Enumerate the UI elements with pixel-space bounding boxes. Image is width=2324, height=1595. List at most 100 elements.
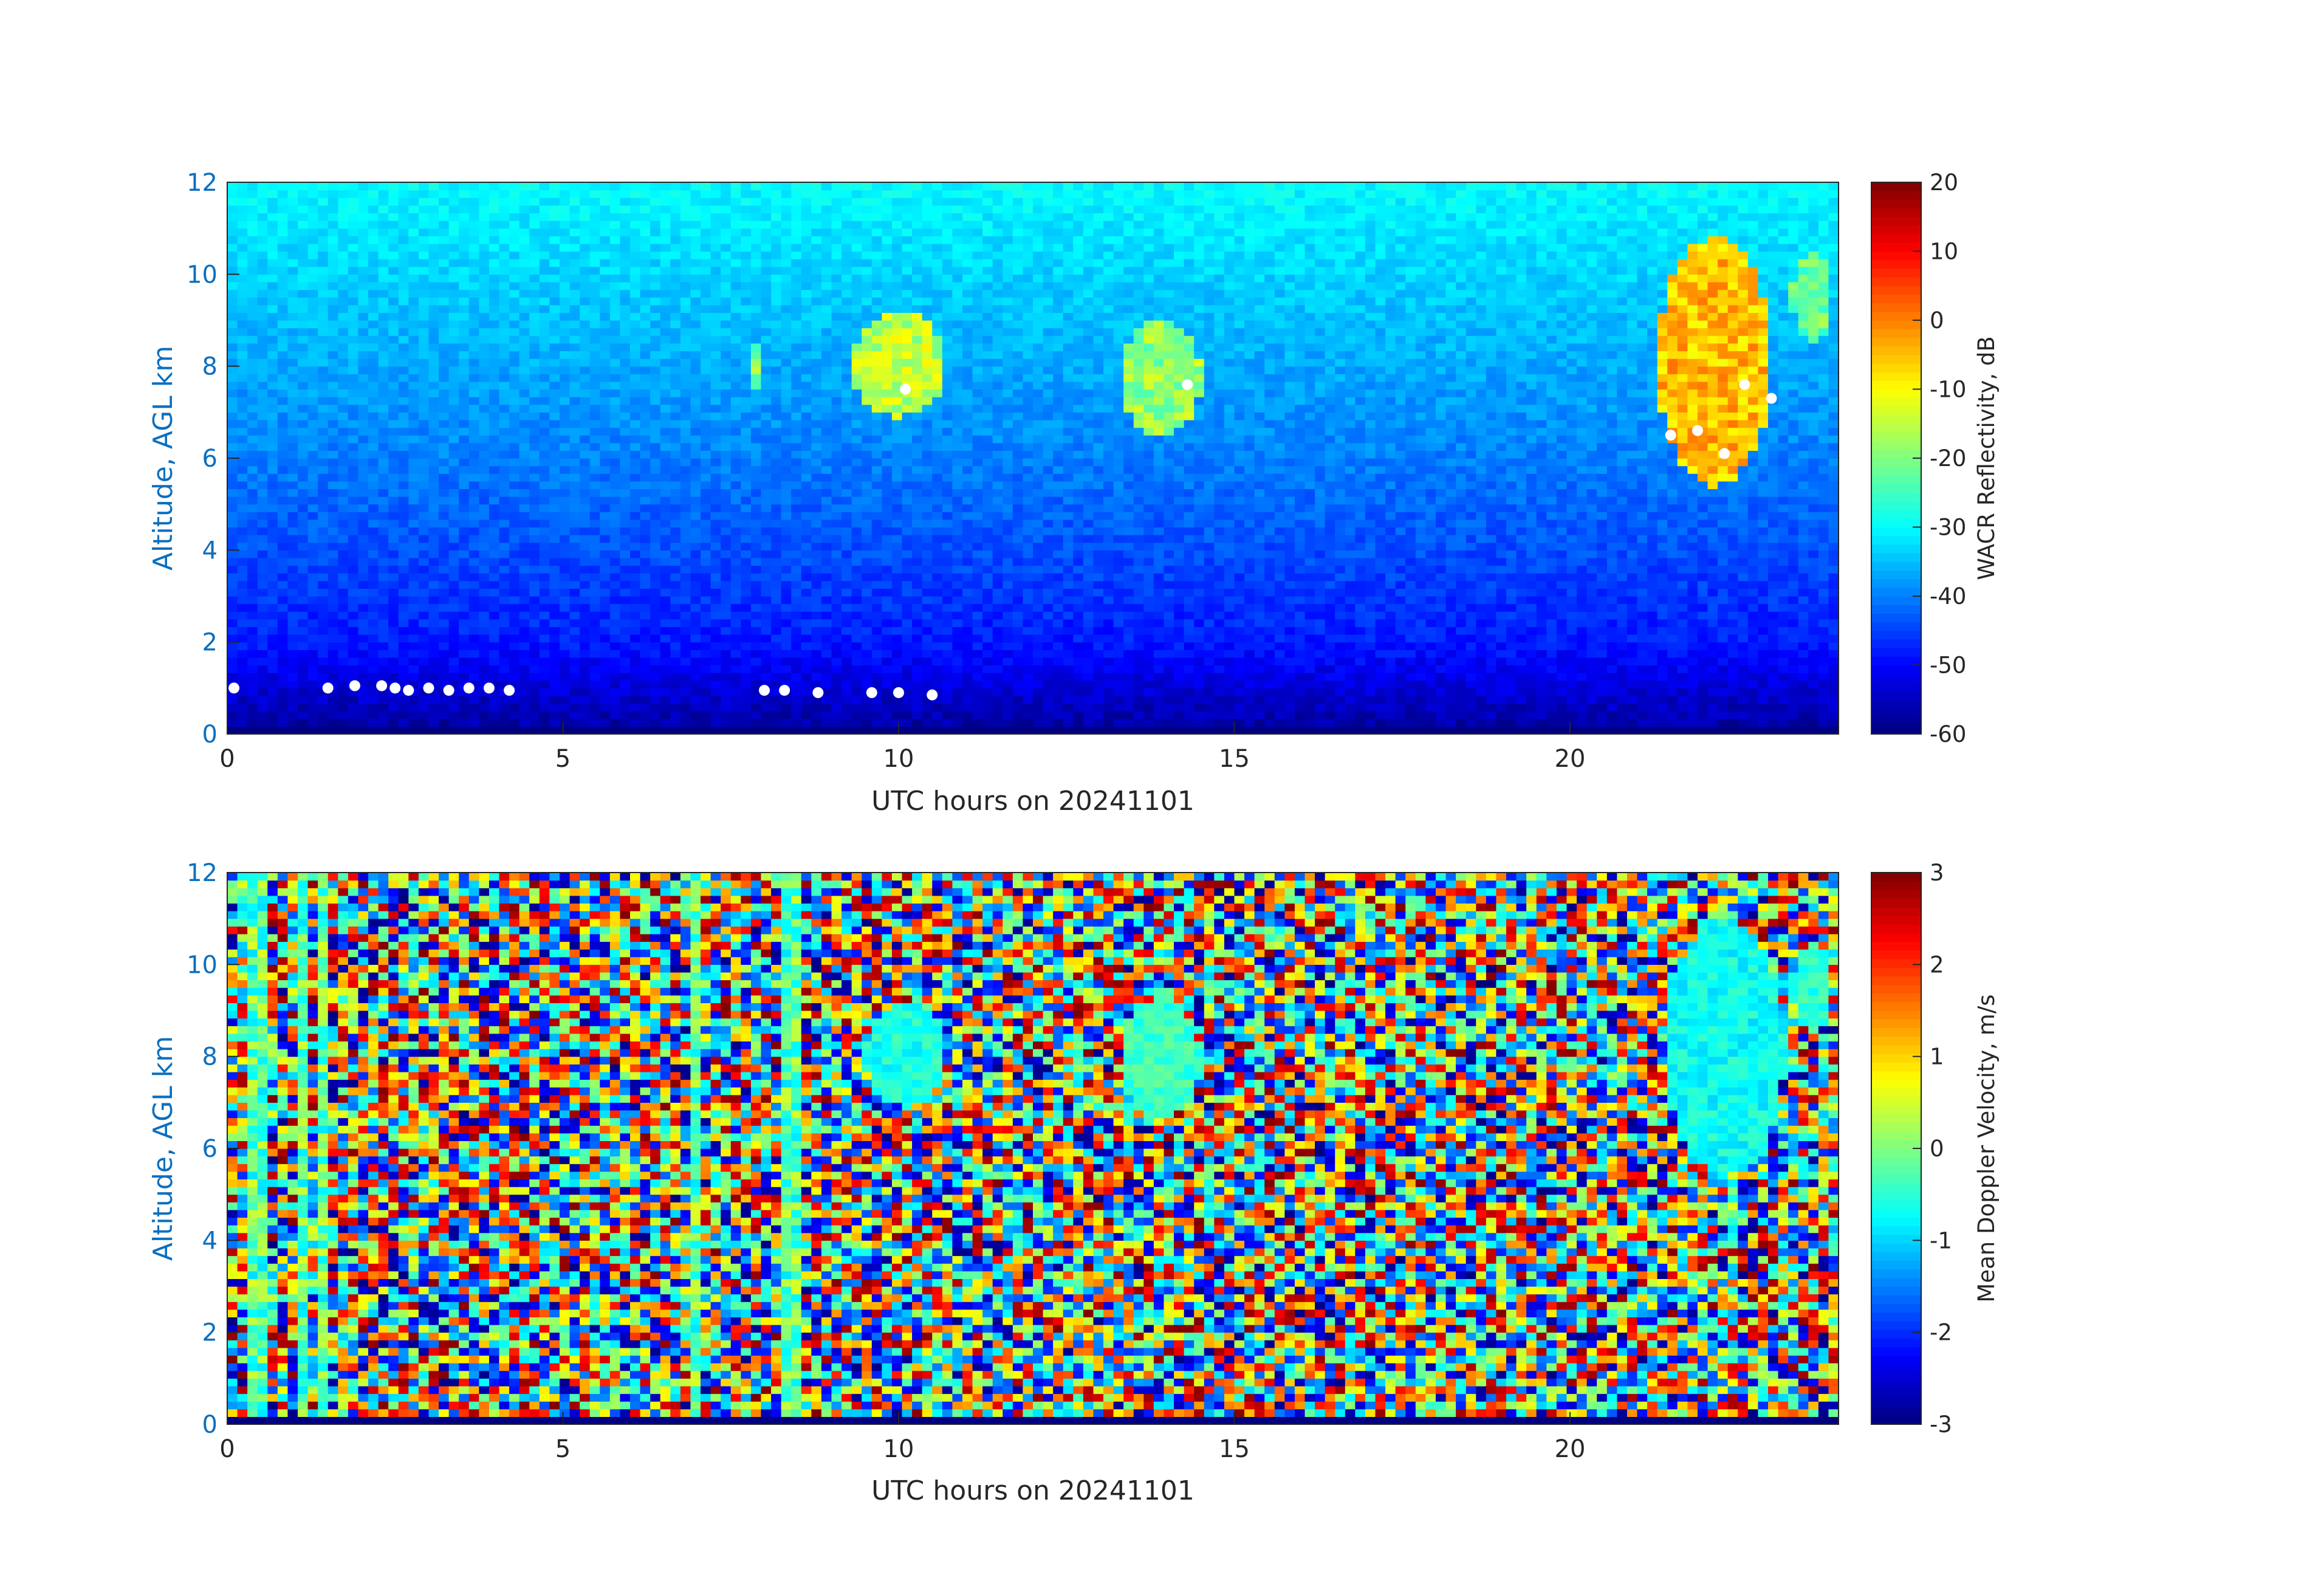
heatmap-cell (237, 557, 248, 566)
heatmap-cell (620, 650, 631, 658)
heatmap-cell (569, 665, 580, 673)
heatmap-cell (680, 343, 691, 352)
heatmap-cell (307, 588, 318, 597)
heatmap-cell (519, 289, 530, 298)
heatmap-cell (378, 427, 389, 436)
heatmap-cell (842, 634, 852, 643)
heatmap-cell (267, 419, 278, 428)
heatmap-cell (842, 243, 852, 252)
heatmap-cell (247, 695, 258, 704)
heatmap-cell (509, 366, 520, 374)
heatmap-cell (640, 489, 651, 497)
heatmap-cell (237, 374, 248, 382)
heatmap-cell (468, 481, 479, 490)
heatmap-cell (811, 458, 822, 467)
heatmap-cell (488, 397, 500, 405)
heatmap-cell (247, 412, 258, 420)
heatmap-cell (701, 473, 711, 482)
heatmap-cell (439, 366, 450, 374)
heatmap-cell (600, 427, 611, 436)
heatmap-cell (620, 320, 631, 329)
heatmap-cell (821, 205, 832, 214)
heatmap-cell (781, 496, 792, 505)
heatmap-cell (257, 304, 268, 313)
heatmap-cell (791, 358, 802, 367)
heatmap-cell (620, 673, 631, 681)
heatmap-cell (690, 228, 701, 236)
heatmap-cell (589, 496, 600, 505)
heatmap-cell (368, 351, 379, 359)
heatmap-cell (761, 427, 772, 436)
heatmap-cell (791, 281, 802, 290)
heatmap-cell (761, 496, 772, 505)
heatmap-cell (448, 450, 459, 459)
heatmap-cell (620, 565, 631, 574)
heatmap-cell (730, 473, 741, 482)
heatmap-cell (227, 389, 238, 397)
heatmap-cell (771, 236, 782, 244)
heatmap-cell (791, 458, 802, 467)
heatmap-cell (418, 358, 430, 367)
heatmap-cell (488, 297, 500, 306)
heatmap-cell (298, 274, 309, 283)
heatmap-cell (580, 412, 591, 420)
heatmap-cell (821, 603, 832, 612)
heatmap-cell (569, 259, 580, 267)
heatmap-cell (428, 197, 439, 206)
heatmap-cell (257, 473, 268, 482)
heatmap-cell (287, 213, 298, 221)
heatmap-cell (418, 182, 430, 191)
heatmap-cell (851, 650, 862, 658)
heatmap-cell (529, 489, 540, 497)
heatmap-cell (912, 358, 923, 367)
heatmap-cell (499, 626, 510, 635)
heatmap-cell (298, 680, 309, 688)
heatmap-cell (771, 573, 782, 581)
heatmap-cell (439, 243, 450, 252)
heatmap-cell (609, 481, 621, 490)
heatmap-cell (348, 412, 359, 420)
heatmap-cell (741, 596, 752, 605)
heatmap-cell (277, 619, 289, 628)
heatmap-cell (549, 481, 560, 490)
heatmap-cell (710, 419, 721, 428)
heatmap-cell (247, 389, 258, 397)
heatmap-cell (388, 580, 399, 589)
heatmap-cell (479, 465, 490, 474)
heatmap-cell (439, 711, 450, 719)
heatmap-cell (781, 251, 792, 259)
heatmap-cell (609, 312, 621, 321)
heatmap-cell (580, 458, 591, 467)
heatmap-cell (771, 596, 782, 605)
heatmap-cell (670, 358, 681, 367)
heatmap-cell (761, 312, 772, 321)
heatmap-cell (761, 665, 772, 673)
heatmap-cell (267, 565, 278, 574)
heatmap-cell (801, 427, 812, 436)
heatmap-cell (277, 205, 289, 214)
heatmap-cell (781, 703, 792, 712)
heatmap-cell (821, 274, 832, 283)
heatmap-cell (257, 404, 268, 413)
heatmap-cell (559, 580, 571, 589)
heatmap-cell (801, 695, 812, 704)
heatmap-cell (227, 328, 238, 336)
heatmap-cell (730, 642, 741, 650)
heatmap-cell (418, 596, 430, 605)
heatmap-cell (468, 642, 479, 650)
heatmap-cell (227, 473, 238, 482)
heatmap-cell (459, 213, 470, 221)
heatmap-cell (459, 374, 470, 382)
heatmap-cell (499, 557, 510, 566)
heatmap-cell (418, 695, 430, 704)
heatmap-cell (831, 512, 842, 520)
heatmap-cell (559, 228, 571, 236)
heatmap-cell (750, 465, 762, 474)
heatmap-cell (580, 205, 591, 214)
heatmap-cell (821, 351, 832, 359)
heatmap-cell (730, 565, 741, 574)
heatmap-cell (267, 580, 278, 589)
heatmap-cell (801, 634, 812, 643)
heatmap-cell (811, 397, 822, 405)
heatmap-cell (660, 289, 671, 298)
